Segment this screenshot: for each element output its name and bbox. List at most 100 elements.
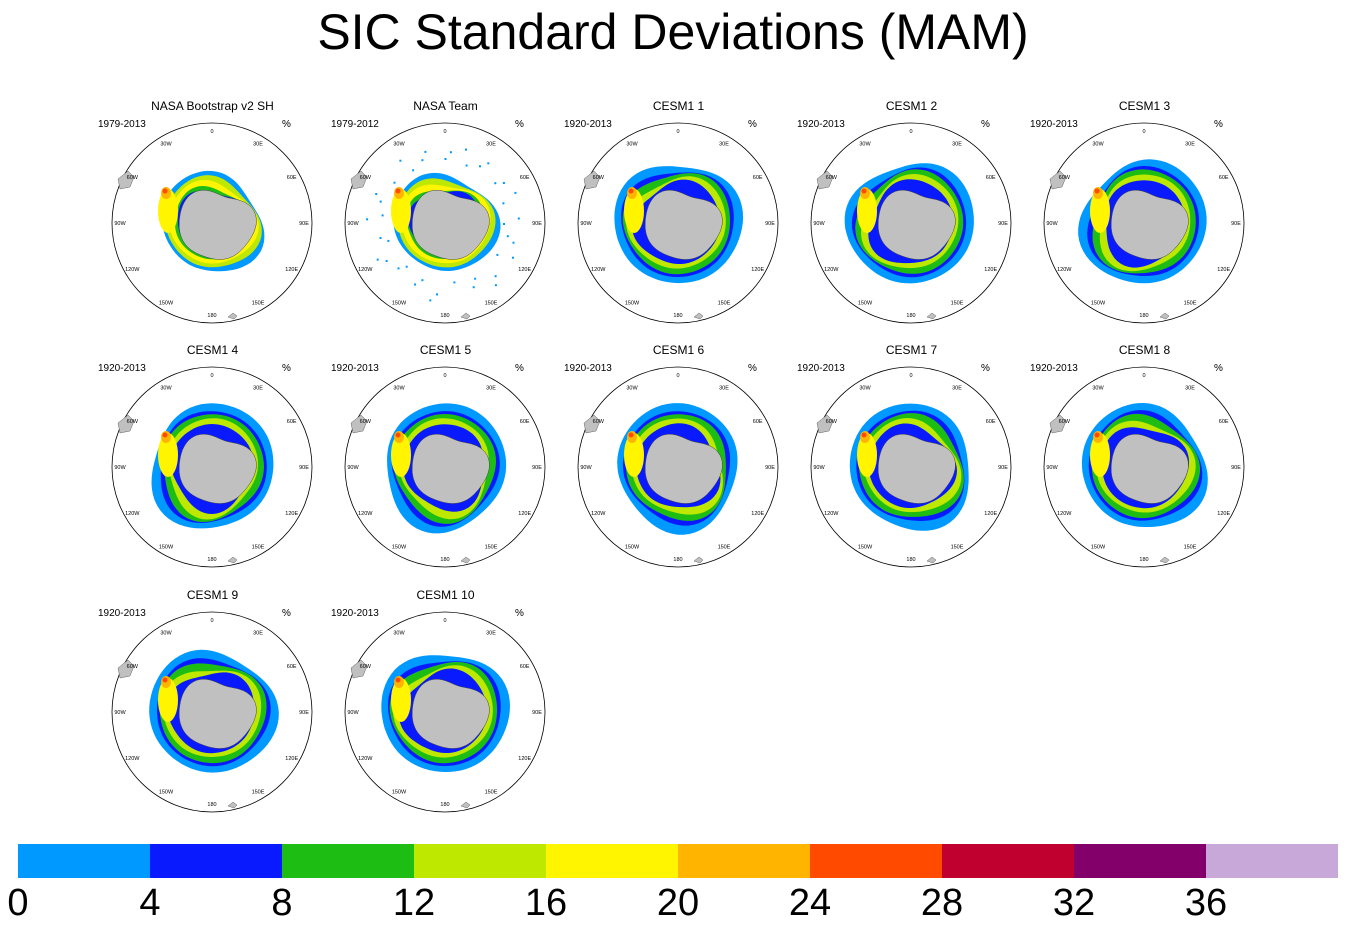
longitude-label: 30W: [626, 141, 638, 147]
panel-unit: %: [981, 119, 990, 130]
ice-speck: [514, 191, 517, 194]
longitude-label: 180: [440, 557, 449, 563]
polar-map: 0 30E 60E 90E 120E 150E 180 150W 120W 90W 60W 30W: [344, 122, 546, 324]
longitude-label: 30W: [1092, 141, 1104, 147]
longitude-label: 150E: [1184, 545, 1197, 551]
panel-years: 1920-2013: [1030, 119, 1078, 130]
colorbar-segment: [414, 844, 546, 878]
longitude-label: 0: [909, 129, 912, 135]
panel-title: CESM1 8: [1118, 343, 1171, 357]
longitude-label: 30E: [719, 141, 729, 147]
new-zealand-land: [693, 556, 704, 564]
colorbar-tick-label: 24: [788, 882, 832, 924]
ice-anomaly: [158, 433, 178, 477]
longitude-label: 0: [909, 373, 912, 379]
longitude-label: 90E: [532, 465, 542, 471]
panel-title: CESM1 2: [885, 99, 938, 113]
south-america-land: [816, 170, 834, 190]
ice-anomaly: [162, 188, 168, 194]
colorbar-segment: [282, 844, 414, 878]
longitude-label: 120W: [591, 511, 606, 517]
longitude-label: 120E: [1217, 511, 1230, 517]
longitude-label: 120W: [125, 756, 140, 762]
longitude-label: 30W: [393, 630, 405, 636]
longitude-label: 0: [210, 373, 213, 379]
longitude-label: 60W: [593, 175, 605, 181]
longitude-label: 90W: [114, 221, 126, 227]
longitude-label: 60E: [287, 175, 297, 181]
ice-anomaly: [624, 433, 644, 477]
map-panel: 0 30E 60E 90E 120E 150E 180 150W 120W 90W 60W 30W NA…: [96, 99, 329, 339]
panel-years: 1920-2013: [797, 363, 845, 374]
ice-speck: [436, 293, 438, 296]
south-america-land: [117, 414, 135, 434]
panel-unit: %: [282, 608, 291, 619]
longitude-label: 150E: [252, 545, 265, 551]
longitude-label: 30W: [160, 385, 172, 391]
ice-anomaly: [1094, 432, 1100, 438]
ice-speck: [412, 169, 415, 172]
new-zealand-land: [227, 556, 238, 564]
panel-title: CESM1 9: [186, 588, 239, 602]
ice-speck: [397, 267, 400, 270]
longitude-label: 120W: [358, 756, 373, 762]
antarctica-land: [178, 189, 257, 260]
map-panel: 0 30E 60E 90E 120E 150E 180 150W 120W 90W 60W 30W CE…: [96, 588, 329, 828]
longitude-label: 150W: [858, 545, 873, 551]
ice-anomaly: [395, 432, 401, 438]
longitude-label: 90W: [1046, 465, 1058, 471]
polar-map: 0 30E 60E 90E 120E 150E 180 150W 120W 90W 60W 30W: [1043, 122, 1245, 324]
colorbar-segment: [150, 844, 282, 878]
ice-speck: [414, 283, 416, 286]
longitude-label: 90W: [580, 465, 592, 471]
ice-speck: [381, 214, 384, 217]
ice-speck: [512, 256, 514, 259]
ice-anomaly: [162, 432, 168, 438]
new-zealand-land: [227, 801, 238, 809]
panel-years: 1920-2013: [1030, 363, 1078, 374]
ice-speck: [503, 223, 505, 225]
longitude-label: 0: [676, 373, 679, 379]
longitude-label: 90E: [998, 465, 1008, 471]
longitude-label: 180: [673, 313, 682, 319]
ice-anomaly: [628, 188, 634, 194]
longitude-label: 180: [207, 557, 216, 563]
longitude-label: 150W: [1091, 545, 1106, 551]
colorbar-segment: [810, 844, 942, 878]
polar-map: 0 30E 60E 90E 120E 150E 180 150W 120W 90W 60W 30W: [111, 122, 313, 324]
south-america-land: [583, 170, 601, 190]
panel-unit: %: [748, 119, 757, 130]
colorbar-segment: [1206, 844, 1338, 878]
longitude-label: 120E: [751, 267, 764, 273]
south-america-land: [350, 659, 368, 679]
longitude-label: 90E: [299, 465, 309, 471]
longitude-label: 60W: [360, 419, 372, 425]
longitude-label: 30W: [393, 141, 405, 147]
longitude-label: 30W: [160, 141, 172, 147]
longitude-label: 60W: [127, 664, 139, 670]
longitude-label: 30E: [952, 141, 962, 147]
antarctica-land: [178, 678, 257, 749]
ice-speck: [421, 159, 424, 162]
colorbar-tick-label: 12: [392, 882, 436, 924]
panel-unit: %: [1214, 119, 1223, 130]
ice-anomaly: [391, 189, 411, 233]
antarctica-land: [411, 678, 490, 749]
longitude-label: 150W: [159, 301, 174, 307]
longitude-label: 60E: [287, 419, 297, 425]
panel-title: CESM1 1: [652, 99, 705, 113]
ice-anomaly: [395, 677, 401, 683]
ice-speck: [494, 182, 497, 185]
colorbar-segment: [18, 844, 150, 878]
longitude-label: 0: [676, 129, 679, 135]
south-america-land: [350, 170, 368, 190]
longitude-label: 150W: [392, 545, 407, 551]
ice-speck: [444, 158, 447, 160]
longitude-label: 60E: [753, 175, 763, 181]
longitude-label: 180: [207, 313, 216, 319]
map-panel: 0 30E 60E 90E 120E 150E 180 150W 120W 90W 60W 30W CE…: [562, 343, 795, 583]
longitude-label: 90E: [532, 221, 542, 227]
longitude-label: 90W: [1046, 221, 1058, 227]
longitude-label: 60W: [593, 419, 605, 425]
longitude-label: 90W: [114, 710, 126, 716]
